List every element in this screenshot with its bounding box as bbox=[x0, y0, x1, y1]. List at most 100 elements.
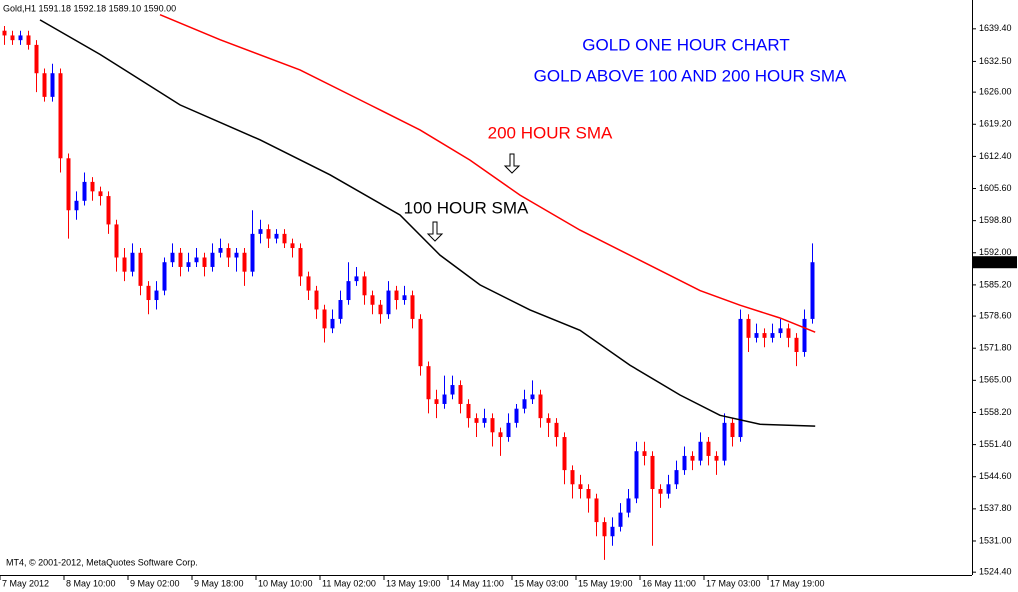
candle-body bbox=[714, 455, 719, 461]
candle-body bbox=[378, 304, 383, 315]
candle-body bbox=[658, 489, 663, 494]
candle-body bbox=[514, 408, 519, 423]
candle-body bbox=[722, 422, 727, 461]
x-tick-label: 13 May 19:00 bbox=[386, 578, 441, 588]
candle-body bbox=[298, 248, 303, 277]
candle-body bbox=[386, 290, 391, 315]
candle-body bbox=[554, 422, 559, 438]
candle-body bbox=[538, 394, 543, 419]
y-tick-label: 1585.20 bbox=[979, 279, 1012, 289]
candle-body bbox=[330, 318, 335, 329]
y-tick-label: 1558.20 bbox=[979, 407, 1012, 417]
candle-body bbox=[26, 35, 31, 45]
x-tick-label: 9 May 02:00 bbox=[130, 578, 180, 588]
candle-body bbox=[402, 295, 407, 301]
candle-body bbox=[578, 484, 583, 490]
candle-body bbox=[738, 318, 743, 438]
candle-body bbox=[106, 196, 111, 225]
candle-body bbox=[442, 394, 447, 404]
candle-body bbox=[450, 385, 455, 395]
candle-body bbox=[626, 498, 631, 513]
candle-body bbox=[322, 309, 327, 329]
candle-body bbox=[90, 181, 95, 192]
candle-body bbox=[754, 333, 759, 338]
y-tick-label: 1619.20 bbox=[979, 119, 1012, 129]
sma-line bbox=[39, 19, 816, 427]
candle-body bbox=[170, 252, 175, 263]
candle-body bbox=[530, 394, 535, 400]
x-tick-label: 8 May 10:00 bbox=[66, 578, 116, 588]
candle-body bbox=[770, 333, 775, 338]
arrow-icon bbox=[426, 221, 444, 242]
x-tick-label: 16 May 11:00 bbox=[642, 578, 696, 588]
candle-body bbox=[618, 512, 623, 527]
x-tick-label: 15 May 03:00 bbox=[514, 578, 569, 588]
candle-body bbox=[482, 418, 487, 423]
candle-body bbox=[426, 366, 431, 400]
x-tick-label: 17 May 19:00 bbox=[770, 578, 825, 588]
candle-body bbox=[234, 252, 239, 258]
candle-body bbox=[794, 337, 799, 352]
candle-body bbox=[42, 73, 47, 97]
annotation: 100 HOUR SMA bbox=[404, 198, 529, 217]
candle-body bbox=[682, 455, 687, 471]
sma-line bbox=[159, 13, 816, 333]
candle-body bbox=[314, 290, 319, 310]
y-tick-label: 1544.60 bbox=[979, 471, 1012, 481]
annotation: GOLD ONE HOUR CHART bbox=[582, 35, 790, 54]
candle-body bbox=[162, 262, 167, 291]
candle-body bbox=[474, 418, 479, 423]
candle-body bbox=[58, 73, 63, 159]
y-tick-label: 1531.00 bbox=[979, 535, 1012, 545]
candle-body bbox=[138, 252, 143, 286]
candle-body bbox=[34, 44, 39, 74]
last-price-label: 1590.00 bbox=[976, 257, 1009, 267]
candle-body bbox=[410, 295, 415, 319]
header: Gold,H1 1591.18 1592.18 1589.10 1590.00 bbox=[3, 3, 176, 13]
candle-body bbox=[522, 399, 527, 409]
y-tick-label: 1605.60 bbox=[979, 183, 1012, 193]
candle-body bbox=[18, 35, 23, 41]
last-price-box bbox=[973, 256, 1017, 269]
candle-body bbox=[370, 295, 375, 305]
y-tick-label: 1626.00 bbox=[979, 87, 1012, 97]
candle-body bbox=[546, 418, 551, 423]
candle-body bbox=[706, 441, 711, 456]
candle-body bbox=[498, 432, 503, 438]
candle-body bbox=[194, 257, 199, 263]
candle-body bbox=[218, 248, 223, 253]
candle-body bbox=[730, 422, 735, 438]
candle-body bbox=[202, 257, 207, 267]
candle-body bbox=[266, 229, 271, 239]
candle-body bbox=[570, 470, 575, 485]
candle-body bbox=[418, 318, 423, 367]
y-tick-label: 1537.80 bbox=[979, 503, 1012, 513]
candle-body bbox=[122, 257, 127, 272]
candle-body bbox=[354, 276, 359, 282]
candle-body bbox=[458, 385, 463, 404]
candle-body bbox=[746, 318, 751, 338]
y-tick-label: 1578.60 bbox=[979, 310, 1012, 320]
candle-body bbox=[362, 276, 367, 296]
candle-body bbox=[98, 191, 103, 197]
candle-body bbox=[650, 455, 655, 490]
y-tick-label: 1598.80 bbox=[979, 215, 1012, 225]
candle-body bbox=[762, 333, 767, 338]
x-tick-label: 7 May 2012 bbox=[2, 578, 49, 588]
arrow-icon bbox=[503, 153, 521, 174]
candle-body bbox=[466, 403, 471, 419]
candle-body bbox=[690, 455, 695, 461]
candle-body bbox=[74, 200, 79, 211]
x-tick-label: 11 May 02:00 bbox=[322, 578, 376, 588]
candle-body bbox=[490, 418, 495, 433]
candle-body bbox=[394, 290, 399, 301]
candle-body bbox=[242, 252, 247, 272]
candle-body bbox=[338, 300, 343, 319]
y-tick-label: 1639.40 bbox=[979, 23, 1012, 33]
candle-body bbox=[602, 522, 607, 537]
candle-body bbox=[698, 441, 703, 461]
candle-body bbox=[666, 484, 671, 494]
candle-body bbox=[290, 243, 295, 249]
